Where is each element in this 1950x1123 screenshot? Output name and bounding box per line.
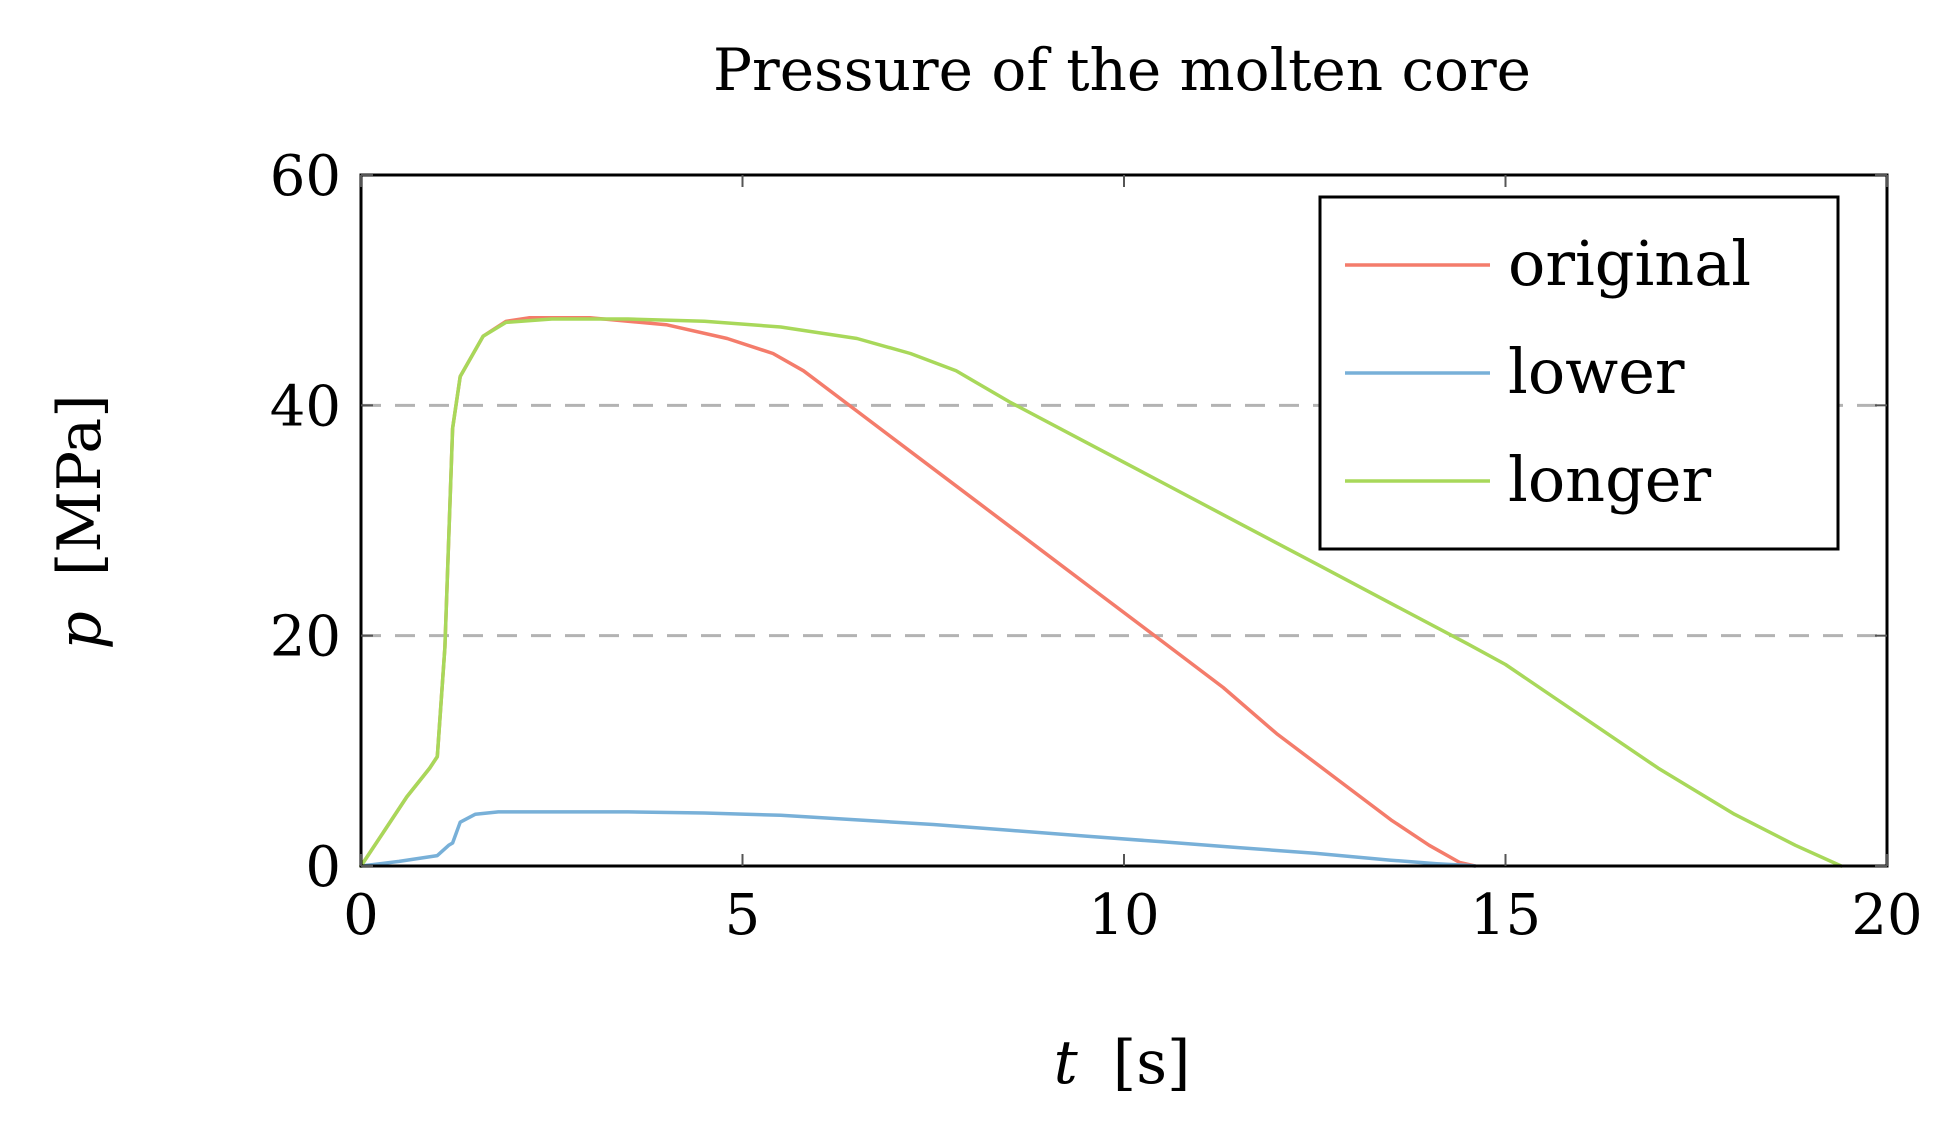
y-tick-label: 60 [270, 144, 341, 209]
y-axis-label: p [MPa] [45, 394, 115, 649]
x-tick-label: 20 [1851, 883, 1922, 948]
x-axis-variable: t [1054, 1028, 1079, 1098]
legend-label-original: original [1508, 227, 1751, 300]
legend-label-lower: lower [1508, 335, 1685, 408]
series-line-longer [359, 317, 1843, 868]
y-axis-ticks: 0 20 40 60 [270, 144, 1887, 900]
series-group [359, 316, 1843, 868]
chart-title: Pressure of the molten core [713, 36, 1531, 104]
y-axis-unit: [MPa] [45, 394, 115, 576]
y-tick-label: 40 [270, 374, 341, 439]
x-tick-label: 15 [1470, 883, 1541, 948]
legend: original lower longer [1318, 195, 1840, 551]
x-tick-label: 10 [1088, 883, 1159, 948]
x-axis-unit: [s] [1113, 1028, 1191, 1098]
x-tick-label: 5 [725, 883, 761, 948]
series-line-original [359, 316, 1477, 868]
y-tick-label: 0 [305, 835, 341, 900]
x-axis-label: t [s] [1054, 1028, 1191, 1098]
x-tick-label: 0 [343, 883, 379, 948]
x-axis-ticks: 0 5 10 15 20 [343, 175, 1923, 948]
y-axis-variable: p [45, 611, 115, 649]
series-line-lower [359, 810, 1477, 868]
y-tick-label: 20 [270, 605, 341, 670]
legend-label-longer: longer [1508, 443, 1711, 516]
